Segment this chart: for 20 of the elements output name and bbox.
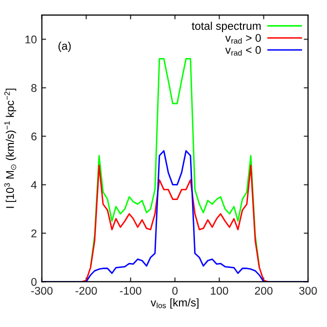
legend-label: total spectrum [192,22,261,32]
y-tick-label: 6 [31,132,37,140]
annotation: (a) [58,42,71,52]
x-axis-title: v$_{los}$ [km/s] [150,298,198,309]
x-tick-label: 100 [210,286,228,295]
x-tick-label: -100 [120,286,142,295]
line-series [90,58,260,267]
x-tick-label: -200 [76,286,97,295]
y-tick-label: 10 [25,36,37,44]
text: I [10$^{3}$ M$_{⊙}$ (km/s)$^{−1}$ kpc$^{−2}$] [4,88,16,208]
y-tick-label: 8 [31,84,37,92]
y-tick-label: 2 [31,229,36,238]
y-tick-label: 0 [31,278,37,286]
x-tick-label: 0 [172,286,178,295]
x-tick-label: 300 [299,286,317,295]
x-tick-label: -300 [31,286,53,295]
legend-label: v$_{rad}$ > 0 [225,34,261,44]
y-tick-label: 4 [31,181,37,189]
legend-label: v$_{rad}$ < 0 [225,46,261,56]
x-tick-label: 200 [254,286,273,295]
